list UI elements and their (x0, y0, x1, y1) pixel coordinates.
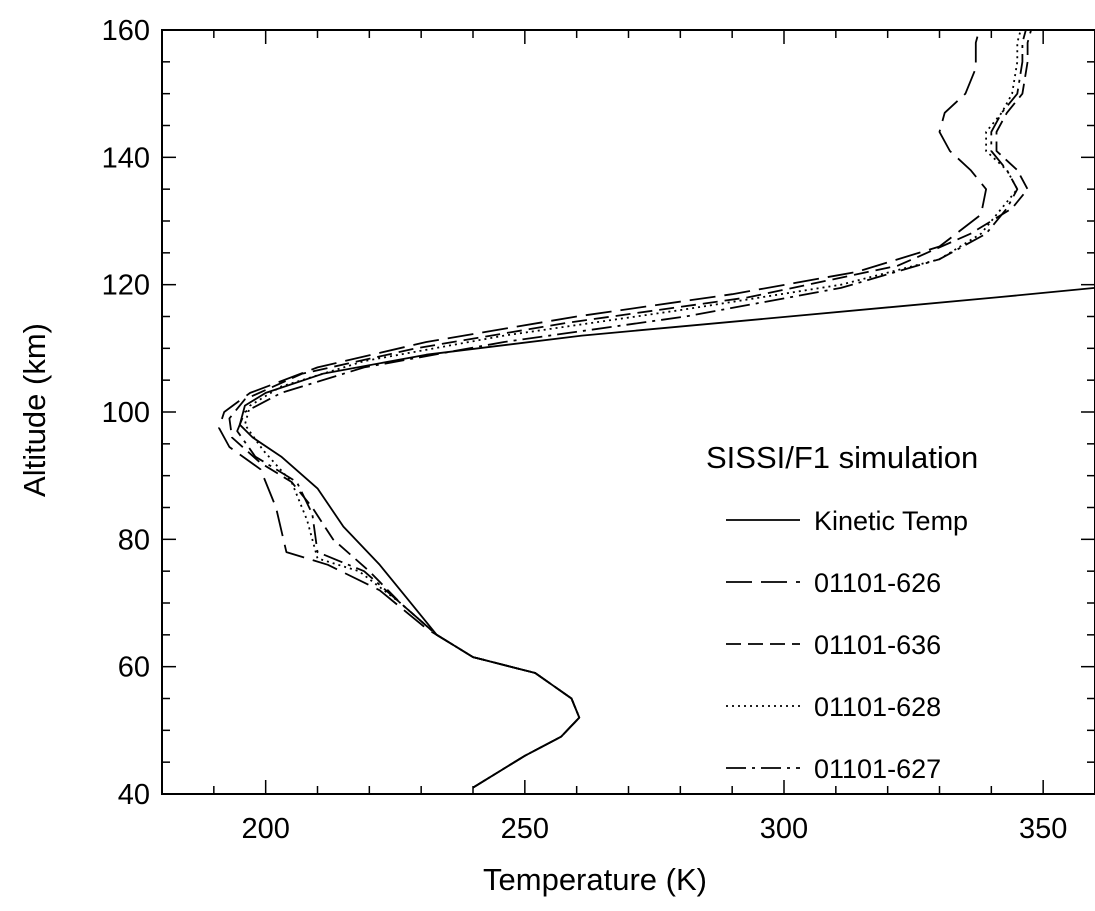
legend-label: 01101-626 (814, 568, 941, 598)
plot-frame (161, 29, 1095, 795)
series-layer (218, 30, 1095, 789)
y-tick-label: 160 (102, 15, 150, 47)
series-line-01101-627 (236, 30, 1027, 789)
series-line-01101-626 (218, 30, 987, 789)
x-tick-label: 350 (1019, 813, 1067, 845)
series-line-kinetic-temp (238, 287, 1095, 789)
legend-title: SISSI/F1 simulation (706, 440, 978, 475)
y-tick-label: 140 (102, 142, 150, 174)
series-line-01101-636 (228, 30, 1032, 789)
legend-label: 01101-628 (814, 692, 941, 722)
series-line-01101-628 (244, 30, 1022, 789)
axis-tick-labels: 200 250 300 350 40 60 80 100 120 140 160 (102, 15, 1068, 845)
x-tick-label: 250 (501, 813, 549, 845)
y-tick-label: 100 (102, 397, 150, 429)
x-tick-label: 300 (760, 813, 808, 845)
axis-ticks (162, 30, 1095, 794)
y-axis-title: Altitude (km) (17, 323, 52, 497)
legend-label: 01101-636 (814, 630, 941, 660)
y-tick-label: 80 (118, 524, 150, 556)
x-axis-title: Temperature (K) (483, 862, 707, 897)
legend-label: 01101-627 (814, 754, 941, 784)
legend: SISSI/F1 simulation Kinetic Temp 01101-62… (706, 440, 978, 784)
y-tick-label: 120 (102, 270, 150, 302)
y-tick-label: 60 (118, 652, 150, 684)
legend-label: Kinetic Temp (814, 506, 968, 536)
y-tick-label: 40 (118, 779, 150, 811)
x-tick-label: 200 (241, 813, 289, 845)
legend-items: Kinetic Temp 01101-626 01101-636 01101-628 0… (726, 506, 968, 784)
